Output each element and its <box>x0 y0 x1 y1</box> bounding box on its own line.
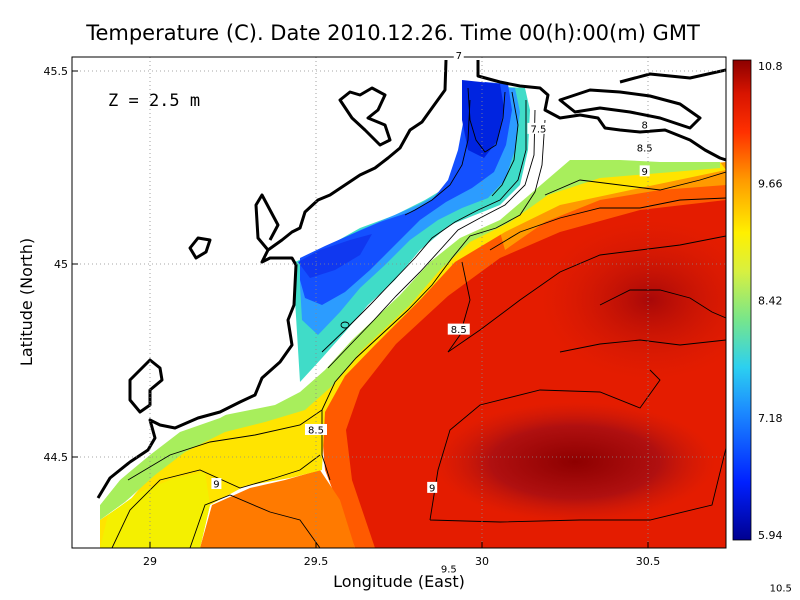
colorbar-ticks: 10.8 9.66 8.42 7.18 5.94 <box>758 60 783 542</box>
band-9-yellow <box>100 162 726 548</box>
colorbar-tick-label: 8.42 <box>758 295 783 308</box>
y-tick-label: 45.5 <box>44 65 69 78</box>
band-ne-orange <box>500 162 726 250</box>
temperature-field <box>100 80 726 548</box>
figure-title: Temperature (C). Date 2010.12.26. Time 0… <box>85 21 700 45</box>
colorbar-tick-label: 7.18 <box>758 412 783 425</box>
ne-warm-core <box>540 220 726 380</box>
contour-label-bg <box>527 122 550 134</box>
contour-label-bg <box>453 49 464 61</box>
x-tick-label: 30 <box>475 555 489 568</box>
contour-9-5-b <box>447 261 471 353</box>
contour-label: 8 <box>641 121 647 132</box>
coastline-ne <box>619 68 726 84</box>
contour-label: 7.5 <box>530 124 546 135</box>
x-tick-label: 29.5 <box>304 555 329 568</box>
colorbar-tick-label: 9.66 <box>758 177 783 190</box>
depth-label: Z = 2.5 m <box>108 91 200 111</box>
contour-label: 9 <box>429 483 435 494</box>
contour-7-5-north <box>404 99 471 216</box>
x-axis-label: Longitude (East) <box>333 572 465 591</box>
contour-7-north <box>467 87 506 153</box>
contour-label-bg <box>427 481 438 493</box>
band-west-darkblue <box>298 234 372 278</box>
coastline-north <box>476 60 726 162</box>
contour-label: 10.5 <box>770 584 792 595</box>
contour-8 <box>321 100 527 353</box>
contour-label-bg <box>639 165 650 177</box>
x-tick-label: 29 <box>143 555 157 568</box>
contour-9-ne <box>544 171 726 196</box>
gridlines <box>72 57 726 548</box>
contour-10-5-south <box>429 369 726 523</box>
contour-9-5-sw <box>189 494 321 548</box>
coastline-inlet <box>254 193 280 251</box>
coastline-lagoon <box>338 86 392 147</box>
contour-label: 8.5 <box>451 325 467 336</box>
contour-10-5-ne <box>599 289 726 319</box>
plot-border <box>71 56 727 549</box>
coastline-main <box>96 59 448 499</box>
contour-label: 7 <box>456 51 462 62</box>
colorbar <box>732 59 752 541</box>
contour-label: 9 <box>213 480 219 491</box>
colorbar-tick-label: 5.94 <box>758 529 783 542</box>
isotherm-contours <box>111 87 726 548</box>
contour-small-loop <box>340 321 350 329</box>
contour-7-5-north-b <box>491 91 519 197</box>
coastline-west-small <box>188 236 212 260</box>
contour-label-bg <box>211 478 222 490</box>
contour-label: 9 <box>641 167 647 178</box>
y-axis-label: Latitude (North) <box>17 238 36 366</box>
contour-label-bg <box>447 323 470 335</box>
contour-labels: 777.588.597.588.599.599.5101010.51010.51… <box>211 49 800 595</box>
contour-9-5 <box>489 197 726 251</box>
coastline-estuary <box>128 358 164 414</box>
contour-label-bg <box>766 582 795 594</box>
band-sw-yellow <box>100 472 210 548</box>
contour-8-5-sw <box>127 409 323 481</box>
coastline <box>96 59 726 499</box>
contour-label: 8.5 <box>308 425 324 436</box>
coastline-spit <box>558 88 702 130</box>
band-6-5-darkblue <box>462 80 504 158</box>
x-tick-label: 30.5 <box>636 555 661 568</box>
y-tick-label: 44.5 <box>44 451 69 464</box>
contour-label: 8.5 <box>637 144 653 155</box>
colorbar-tick-label: 10.8 <box>758 60 783 73</box>
contour-label-bg <box>633 142 656 154</box>
contour-label-bg <box>305 423 327 435</box>
band-9-5-orange <box>320 170 726 548</box>
contour-9 <box>321 119 546 481</box>
se-warm-core <box>435 402 715 522</box>
contour-10 <box>447 235 726 353</box>
contour-8-5 <box>327 109 536 369</box>
contour-label-bg <box>437 562 460 574</box>
contour-label: 9.5 <box>441 564 457 575</box>
y-tick-label: 45 <box>54 258 68 271</box>
contour-10-5-mid <box>559 339 726 353</box>
contour-label-bg <box>639 119 650 131</box>
